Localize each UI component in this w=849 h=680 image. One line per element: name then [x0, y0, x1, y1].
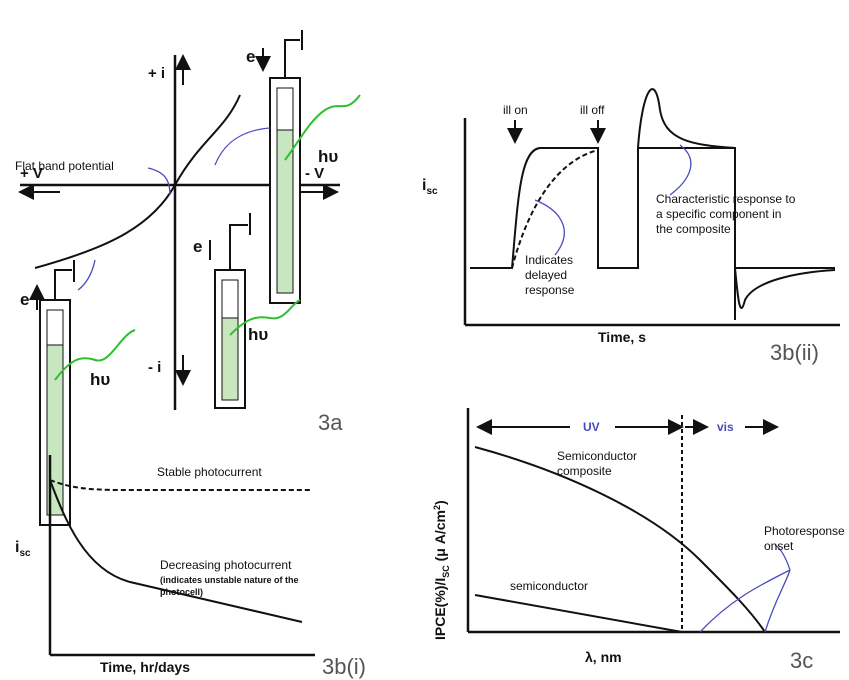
annotation: Decreasing photocurrent [160, 558, 292, 572]
x-axis-label: λ, nm [585, 649, 622, 665]
panel-label: 3c [790, 648, 813, 673]
label-sub: sc [426, 186, 438, 197]
annotation: Indicates [525, 253, 573, 267]
annotation: ill on [503, 103, 528, 117]
photon-label: hυ [90, 370, 110, 389]
panel-label: 3b(i) [322, 654, 366, 679]
y-axis-label: isc [422, 177, 438, 197]
annotation: composite [557, 464, 612, 478]
x-axis-label: Time, hr/days [100, 659, 190, 675]
annotation: onset [764, 539, 794, 553]
label-part: ) [432, 500, 448, 505]
annotation: semiconductor [510, 579, 588, 593]
axis-label: - V [305, 165, 324, 182]
x-axis-label: Time, s [598, 329, 646, 345]
annotation: a specific component in [656, 207, 781, 221]
annotation: (indicates unstable nature of the [160, 575, 299, 585]
label-main: i [15, 539, 19, 556]
y-axis-label: IPCE(%)/ISC (μ A/cm2) [432, 500, 451, 640]
panel-label: 3a [318, 410, 343, 435]
label-sup: 2 [432, 505, 442, 510]
electron-label: e [193, 237, 202, 256]
label-sub: SC [441, 565, 451, 578]
electron-label: e [20, 290, 29, 309]
photon-label: hυ [248, 325, 268, 344]
annotation: ill off [580, 103, 605, 117]
annotation: delayed [525, 268, 567, 282]
annotation: Characteristic response to [656, 192, 796, 206]
label-main: i [422, 177, 426, 194]
annotation: response [525, 283, 575, 297]
axis-label: + V [20, 165, 43, 182]
annotation: Flat band potential [15, 159, 114, 173]
axis-label: + i [148, 65, 165, 82]
electron-label: e [246, 47, 255, 66]
panel-label: 3b(ii) [770, 340, 819, 365]
annotation: Semiconductor [557, 449, 637, 463]
annotation: Stable photocurrent [157, 465, 262, 479]
y-axis-label: isc [15, 539, 31, 559]
label-sub: sc [19, 548, 31, 559]
panel-3c: UV vis Semiconductor composite semicondu… [432, 408, 845, 673]
label-part: (μ A/cm [432, 510, 448, 565]
label-part: IPCE(%)/I [432, 578, 448, 640]
region-label: UV [583, 420, 600, 434]
panel-3b-i: Stable photocurrent Decreasing photocurr… [15, 455, 366, 679]
annotation: Photoresponse [764, 524, 845, 538]
annotation: the composite [656, 222, 731, 236]
region-label: vis [717, 420, 734, 434]
panel-3a: + i - i + V - V Flat band potential e hυ… [15, 30, 361, 526]
photon-label: hυ [318, 147, 338, 166]
panel-3b-ii: ill on ill off Indicates delayed respons… [422, 88, 840, 365]
annotation: photocell) [160, 587, 203, 597]
axis-label: - i [148, 359, 161, 376]
